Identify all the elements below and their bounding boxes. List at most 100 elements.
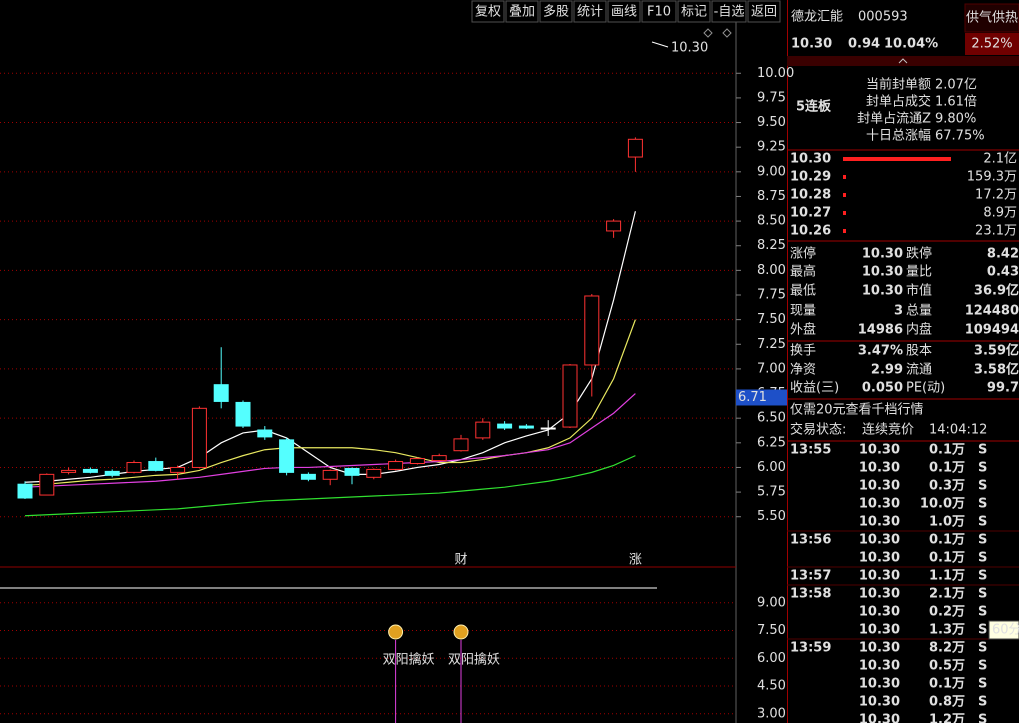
stat-value: 99.7 xyxy=(987,381,1019,396)
candle-body xyxy=(366,468,382,478)
bid-bar xyxy=(843,175,846,179)
toolbar-button[interactable] xyxy=(607,0,641,23)
sector-name: 供气供热 xyxy=(966,10,1018,26)
stat-value: 3.59亿 xyxy=(974,343,1019,359)
candle-body xyxy=(540,427,556,430)
stat-label: 总量 xyxy=(906,304,932,319)
y-tick-label: 8.75 xyxy=(757,189,786,204)
trade-side: S xyxy=(978,569,987,584)
stat-label: 净资 xyxy=(790,363,816,378)
toolbar-label: 画线 xyxy=(611,5,637,20)
candle-body xyxy=(388,461,404,470)
toolbar-label: 复权 xyxy=(475,4,501,20)
trade-price: 10.30 xyxy=(859,659,900,674)
sector-box[interactable] xyxy=(964,3,1019,33)
toolbar-button[interactable] xyxy=(539,0,573,23)
trade-side: S xyxy=(978,605,987,620)
candle-body xyxy=(148,461,164,471)
stat-value: 10.30 xyxy=(862,284,903,299)
toolbar-button[interactable] xyxy=(641,0,677,23)
stat-value: 10.30 xyxy=(862,265,903,280)
toolbar-label: 统计 xyxy=(577,5,603,20)
trade-side: S xyxy=(978,515,987,530)
trade-side: S xyxy=(978,641,987,656)
stat-label: PE(动) xyxy=(906,381,945,396)
y-tick-label: 7.50 xyxy=(757,623,786,638)
stat-value: 10.30 xyxy=(862,247,903,262)
stat-value: 0.050 xyxy=(862,381,903,396)
candle-body xyxy=(606,220,622,232)
trade-side: S xyxy=(978,533,987,548)
trade-price: 10.30 xyxy=(859,461,900,476)
trade-side: S xyxy=(978,497,987,512)
candle-body xyxy=(191,407,207,468)
trade-time: 13:58 xyxy=(790,587,831,602)
trade-volume: 0.1万 xyxy=(929,533,965,548)
bid-volume: 8.9万 xyxy=(983,206,1017,221)
y-tick-label: 9.75 xyxy=(757,90,786,105)
bid-bar xyxy=(843,193,846,197)
toolbar-button[interactable] xyxy=(573,0,607,23)
toolbar-button[interactable] xyxy=(677,0,711,23)
candle-body xyxy=(497,423,513,429)
stat-label: 市值 xyxy=(906,283,932,299)
stat-value: 3.47% xyxy=(858,344,903,359)
toolbar-button[interactable] xyxy=(711,0,747,23)
seal-value: 2.07亿 xyxy=(935,78,977,93)
trade-price: 10.30 xyxy=(859,713,900,723)
toolbar-label: 返回 xyxy=(751,5,777,20)
trade-side: S xyxy=(978,695,987,710)
sector-pct: 2.52% xyxy=(971,37,1012,52)
toolbar-button[interactable] xyxy=(505,0,539,23)
trade-time: 13:59 xyxy=(790,641,831,656)
candle-body xyxy=(126,462,142,473)
candle-body xyxy=(61,469,77,473)
trade-price: 10.30 xyxy=(859,641,900,656)
bid-bar xyxy=(843,211,846,215)
status-time: 14:04:12 xyxy=(929,423,987,438)
trade-volume: 0.1万 xyxy=(929,551,965,566)
trade-volume: 0.2万 xyxy=(929,605,965,620)
bid-bar xyxy=(843,157,951,161)
trade-time: 13:55 xyxy=(790,443,831,458)
price-pct: 10.04% xyxy=(884,37,938,52)
candle-body xyxy=(322,469,338,480)
candle-body xyxy=(627,138,643,158)
trade-time: 13:56 xyxy=(790,533,831,548)
y-tick-label: 7.50 xyxy=(757,312,786,327)
candle-body xyxy=(409,458,425,465)
streak: 5连板 xyxy=(796,99,832,115)
stat-label: 量比 xyxy=(906,265,932,280)
stat-value: 124480 xyxy=(965,304,1019,319)
trade-price: 10.30 xyxy=(859,677,900,692)
toolbar-button[interactable] xyxy=(471,0,505,23)
trade-side: S xyxy=(978,713,987,723)
candle-body xyxy=(17,483,33,499)
stock-code: 000593 xyxy=(858,10,908,25)
trade-volume: 0.8万 xyxy=(929,695,965,710)
y-tick-label: 5.75 xyxy=(757,485,786,500)
trade-price: 10.30 xyxy=(859,569,900,584)
candle-body xyxy=(562,364,578,428)
candle-body xyxy=(257,429,273,438)
promo[interactable]: 仅需20元查看千档行情 xyxy=(790,402,924,418)
toolbar-button[interactable] xyxy=(747,0,781,23)
trade-volume: 1.1万 xyxy=(929,569,965,584)
seal-label: 当前封单额 xyxy=(866,77,931,93)
status-label: 交易状态: xyxy=(790,422,846,438)
candle-body xyxy=(431,455,447,462)
signal-icon xyxy=(388,624,404,640)
collapse-strip[interactable] xyxy=(787,56,1019,66)
y-tick-label: 10.00 xyxy=(757,66,794,81)
trade-volume: 0.1万 xyxy=(929,461,965,476)
trade-price: 10.30 xyxy=(859,623,900,638)
stat-value: 3.58亿 xyxy=(974,362,1019,378)
candle-body xyxy=(279,439,295,473)
trade-volume: 1.0万 xyxy=(929,515,965,530)
collapse-arrow xyxy=(898,58,908,64)
stat-value: 3 xyxy=(894,304,903,319)
stat-value: 36.9亿 xyxy=(974,283,1019,299)
candle-body xyxy=(82,468,98,473)
